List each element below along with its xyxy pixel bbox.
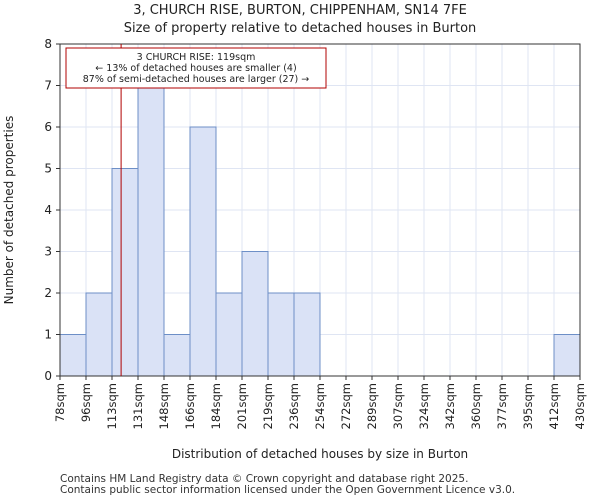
- x-tick-label: 236sqm: [287, 383, 301, 429]
- y-tick-label: 4: [44, 203, 52, 217]
- y-tick-label: 7: [44, 79, 52, 93]
- footer-line-2: Contains public sector information licen…: [60, 484, 516, 496]
- histogram-bar: [163, 334, 191, 377]
- histogram-bar: [553, 334, 581, 377]
- histogram-bar: [59, 334, 87, 377]
- x-tick-label: 342sqm: [443, 383, 457, 429]
- x-tick-label: 78sqm: [53, 383, 67, 422]
- x-tick-label: 184sqm: [209, 383, 223, 429]
- histogram-bar: [111, 168, 139, 377]
- x-tick-label: 219sqm: [261, 383, 275, 429]
- annotation-text-line: 3 CHURCH RISE: 119sqm: [137, 52, 256, 63]
- annotation-text-line: ← 13% of detached houses are smaller (4): [95, 63, 296, 74]
- histogram-bar: [137, 85, 165, 377]
- x-tick-label: 412sqm: [547, 383, 561, 429]
- x-tick-label: 148sqm: [157, 383, 171, 429]
- x-tick-label: 131sqm: [131, 383, 145, 429]
- x-tick-label: 377sqm: [495, 383, 509, 429]
- y-tick-label: 5: [44, 162, 52, 176]
- x-tick-label: 430sqm: [573, 383, 587, 429]
- histogram-bar: [241, 251, 269, 377]
- x-tick-label: 272sqm: [339, 383, 353, 429]
- histogram-bar: [267, 292, 295, 377]
- annotation-text-line: 87% of semi-detached houses are larger (…: [83, 74, 310, 85]
- histogram-bar: [293, 292, 321, 377]
- y-tick-label: 8: [44, 37, 52, 51]
- histogram-bar: [189, 126, 217, 377]
- annotation-box: [65, 47, 327, 89]
- chart-title: 3, CHURCH RISE, BURTON, CHIPPENHAM, SN14…: [133, 3, 467, 18]
- y-tick-label: 6: [44, 120, 52, 134]
- x-tick-label: 201sqm: [235, 383, 249, 429]
- y-axis-label: Number of detached properties: [2, 116, 16, 305]
- x-tick-label: 324sqm: [417, 383, 431, 429]
- x-tick-label: 96sqm: [79, 383, 93, 422]
- y-tick-label: 1: [44, 328, 52, 342]
- x-tick-label: 360sqm: [469, 383, 483, 429]
- y-tick-label: 3: [44, 245, 52, 259]
- x-tick-label: 307sqm: [391, 383, 405, 429]
- x-axis-label: Distribution of detached houses by size …: [172, 447, 468, 461]
- y-tick-label: 2: [44, 286, 52, 300]
- x-tick-label: 166sqm: [183, 383, 197, 429]
- x-tick-label: 254sqm: [313, 383, 327, 429]
- histogram-bar: [85, 292, 113, 377]
- x-tick-label: 289sqm: [365, 383, 379, 429]
- x-tick-label: 113sqm: [105, 383, 119, 429]
- footer-line-1: Contains HM Land Registry data © Crown c…: [60, 473, 469, 485]
- x-tick-label: 395sqm: [521, 383, 535, 429]
- chart-subtitle: Size of property relative to detached ho…: [123, 21, 477, 36]
- y-tick-label: 0: [44, 369, 52, 383]
- histogram-bar: [215, 292, 243, 377]
